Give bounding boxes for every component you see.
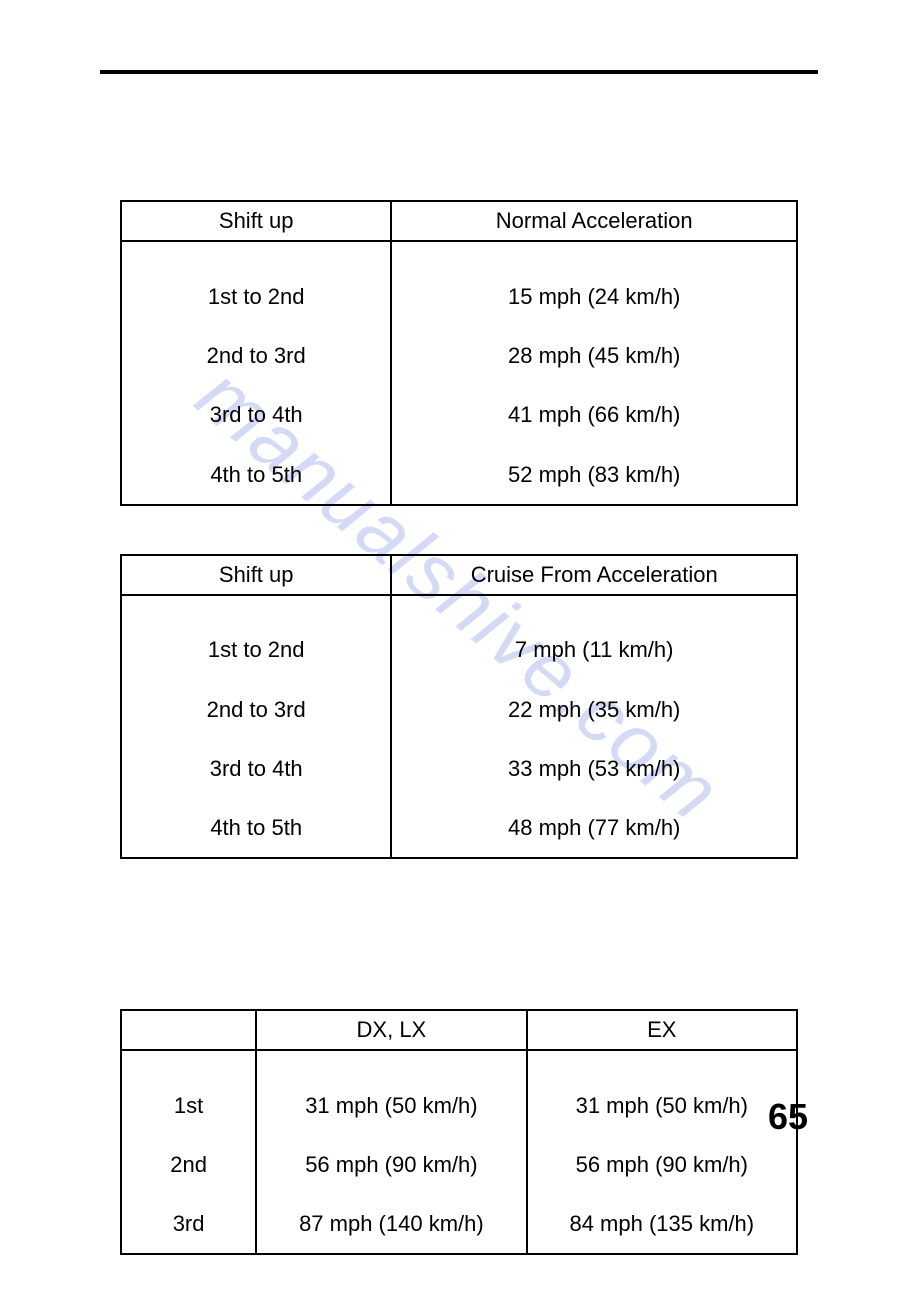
table-gear-speeds: DX, LX EX 1st 2nd 3rd 31 mph (50 km/h) 5…: [120, 1009, 798, 1255]
cell-line: 15 mph (24 km/h): [508, 284, 680, 309]
table-header-cell: [121, 1010, 256, 1050]
cell-line: 2nd to 3rd: [207, 697, 306, 722]
table-header-cell: Shift up: [121, 555, 391, 595]
cell-line: 48 mph (77 km/h): [508, 815, 680, 840]
cell-line: 4th to 5th: [210, 815, 302, 840]
cell-line: 31 mph (50 km/h): [576, 1093, 748, 1118]
cell-line: 31 mph (50 km/h): [305, 1093, 477, 1118]
table-body-row: 1st to 2nd 2nd to 3rd 3rd to 4th 4th to …: [121, 595, 797, 859]
table-cruise-acceleration: Shift up Cruise From Acceleration 1st to…: [120, 554, 798, 860]
cell-line: 1st to 2nd: [208, 284, 305, 309]
page-number: 65: [768, 1096, 808, 1138]
table-body-row: 1st to 2nd 2nd to 3rd 3rd to 4th 4th to …: [121, 241, 797, 505]
cell-line: 41 mph (66 km/h): [508, 402, 680, 427]
table-header-cell: DX, LX: [256, 1010, 526, 1050]
horizontal-rule: [100, 70, 818, 74]
cell-line: 33 mph (53 km/h): [508, 756, 680, 781]
cell-line: 56 mph (90 km/h): [305, 1152, 477, 1177]
table-body-cell: 1st 2nd 3rd: [121, 1050, 256, 1254]
table-header-cell: Normal Acceleration: [391, 201, 797, 241]
cell-line: 7 mph (11 km/h): [515, 637, 674, 662]
table-normal-acceleration: Shift up Normal Acceleration 1st to 2nd …: [120, 200, 798, 506]
cell-line: 87 mph (140 km/h): [299, 1211, 484, 1236]
cell-line: 1st to 2nd: [208, 637, 305, 662]
cell-line: 3rd to 4th: [210, 402, 303, 427]
page-content: Shift up Normal Acceleration 1st to 2nd …: [120, 200, 798, 1303]
cell-line: 2nd: [170, 1152, 207, 1177]
table-header-row: Shift up Cruise From Acceleration: [121, 555, 797, 595]
table-body-cell: 1st to 2nd 2nd to 3rd 3rd to 4th 4th to …: [121, 241, 391, 505]
cell-line: 52 mph (83 km/h): [508, 462, 680, 487]
cell-line: 2nd to 3rd: [207, 343, 306, 368]
table-body-cell: 31 mph (50 km/h) 56 mph (90 km/h) 84 mph…: [527, 1050, 797, 1254]
cell-line: 1st: [174, 1093, 203, 1118]
table-body-cell: 31 mph (50 km/h) 56 mph (90 km/h) 87 mph…: [256, 1050, 526, 1254]
table-header-row: DX, LX EX: [121, 1010, 797, 1050]
cell-line: 4th to 5th: [210, 462, 302, 487]
cell-line: 3rd to 4th: [210, 756, 303, 781]
table-header-cell: EX: [527, 1010, 797, 1050]
table-header-row: Shift up Normal Acceleration: [121, 201, 797, 241]
table-body-row: 1st 2nd 3rd 31 mph (50 km/h) 56 mph (90 …: [121, 1050, 797, 1254]
table-body-cell: 7 mph (11 km/h) 22 mph (35 km/h) 33 mph …: [391, 595, 797, 859]
table-body-cell: 15 mph (24 km/h) 28 mph (45 km/h) 41 mph…: [391, 241, 797, 505]
cell-line: 3rd: [173, 1211, 205, 1236]
cell-line: 28 mph (45 km/h): [508, 343, 680, 368]
cell-line: 22 mph (35 km/h): [508, 697, 680, 722]
table-body-cell: 1st to 2nd 2nd to 3rd 3rd to 4th 4th to …: [121, 595, 391, 859]
table-header-cell: Shift up: [121, 201, 391, 241]
cell-line: 56 mph (90 km/h): [576, 1152, 748, 1177]
table-header-cell: Cruise From Acceleration: [391, 555, 797, 595]
cell-line: 84 mph (135 km/h): [569, 1211, 754, 1236]
